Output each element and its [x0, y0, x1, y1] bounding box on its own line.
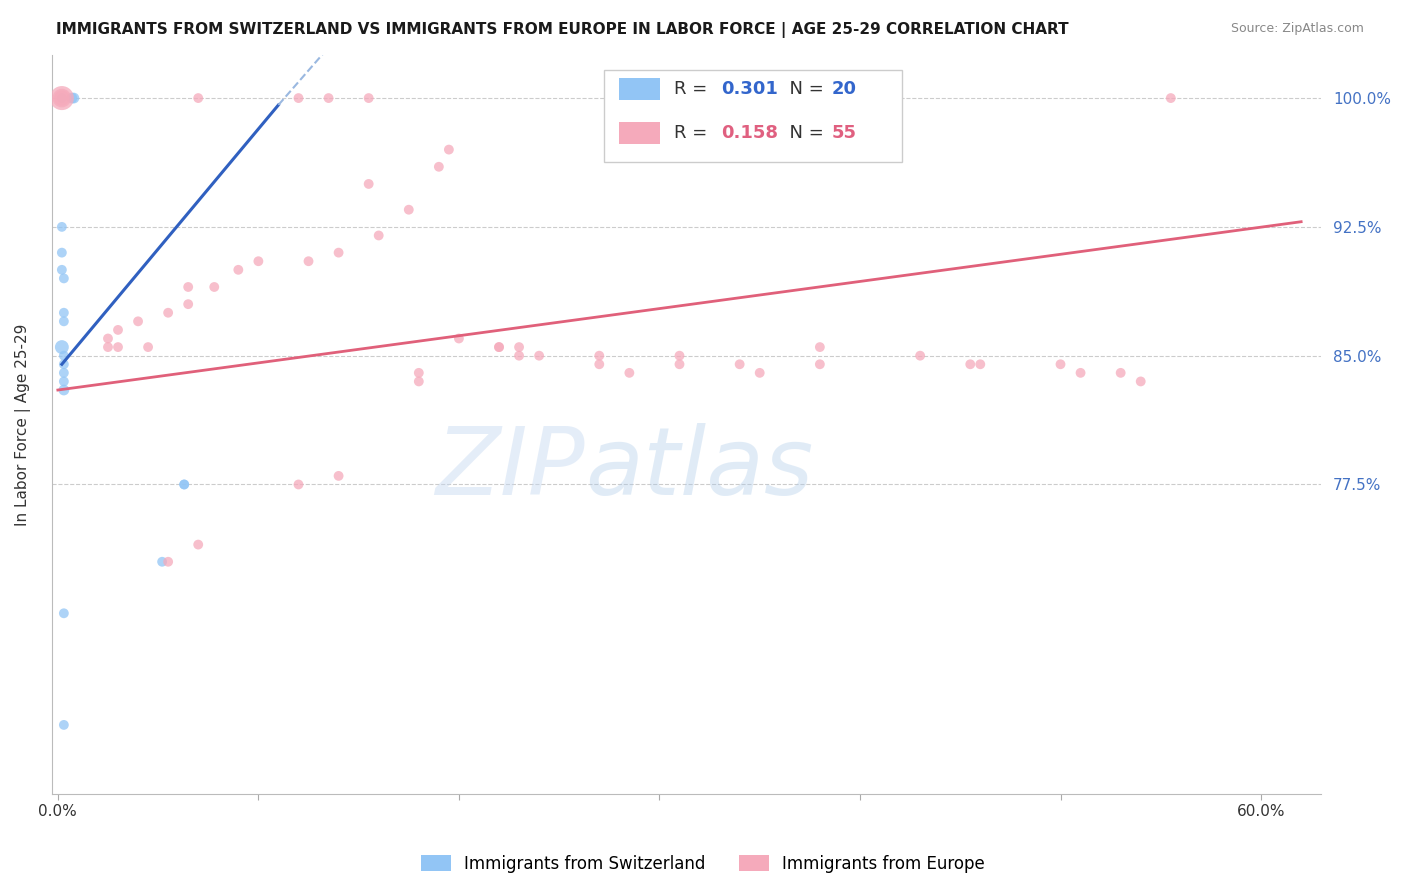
Text: IMMIGRANTS FROM SWITZERLAND VS IMMIGRANTS FROM EUROPE IN LABOR FORCE | AGE 25-29: IMMIGRANTS FROM SWITZERLAND VS IMMIGRANT… — [56, 22, 1069, 38]
Point — [52, 271, 75, 285]
Point — [908, 349, 931, 363]
Bar — [619, 78, 659, 100]
Text: 20: 20 — [831, 80, 856, 98]
Point — [107, 323, 129, 337]
Point — [150, 555, 173, 569]
Point — [508, 340, 530, 354]
Point — [668, 357, 690, 371]
Point — [959, 357, 981, 371]
Point — [297, 254, 319, 268]
Point — [52, 366, 75, 380]
Point — [808, 357, 831, 371]
Point — [1160, 91, 1182, 105]
Point — [408, 375, 430, 389]
Point — [488, 340, 510, 354]
Point — [668, 349, 690, 363]
Text: R =: R = — [673, 80, 713, 98]
Point — [367, 228, 389, 243]
Point — [127, 314, 149, 328]
Point — [1109, 366, 1132, 380]
Text: ZIP: ZIP — [436, 423, 585, 514]
Point — [52, 306, 75, 320]
Point — [52, 607, 75, 621]
Point — [228, 262, 250, 277]
Legend: Immigrants from Switzerland, Immigrants from Europe: Immigrants from Switzerland, Immigrants … — [415, 848, 991, 880]
Text: 55: 55 — [831, 124, 856, 143]
Point — [173, 477, 195, 491]
Text: Source: ZipAtlas.com: Source: ZipAtlas.com — [1230, 22, 1364, 36]
Point — [748, 366, 770, 380]
Point — [157, 306, 180, 320]
Point — [51, 91, 73, 105]
Point — [97, 331, 120, 345]
Point — [619, 366, 641, 380]
Point — [187, 538, 209, 552]
Point — [52, 718, 75, 732]
Text: 0.158: 0.158 — [721, 124, 778, 143]
Point — [357, 177, 380, 191]
Point — [173, 477, 195, 491]
Point — [508, 349, 530, 363]
Point — [447, 331, 470, 345]
Point — [969, 357, 991, 371]
Point — [51, 340, 73, 354]
Point — [177, 280, 200, 294]
Point — [808, 340, 831, 354]
Point — [52, 357, 75, 371]
Point — [408, 366, 430, 380]
Text: N =: N = — [778, 124, 830, 143]
Point — [51, 91, 73, 105]
Point — [318, 91, 340, 105]
Point — [51, 91, 73, 105]
Point — [136, 340, 159, 354]
Point — [328, 245, 350, 260]
Point — [357, 91, 380, 105]
Point — [187, 91, 209, 105]
Point — [60, 91, 83, 105]
Point — [427, 160, 450, 174]
Point — [1070, 366, 1092, 380]
Point — [728, 357, 751, 371]
Point — [398, 202, 420, 217]
Point — [1049, 357, 1071, 371]
Point — [51, 262, 73, 277]
Point — [157, 555, 180, 569]
Point — [202, 280, 225, 294]
Point — [247, 254, 270, 268]
Point — [1129, 375, 1152, 389]
Point — [51, 219, 73, 234]
Text: N =: N = — [778, 80, 830, 98]
FancyBboxPatch shape — [605, 70, 903, 162]
Point — [177, 297, 200, 311]
Text: R =: R = — [673, 124, 713, 143]
Point — [107, 340, 129, 354]
Point — [437, 143, 460, 157]
Point — [52, 349, 75, 363]
Point — [588, 349, 610, 363]
Point — [63, 91, 86, 105]
Point — [97, 340, 120, 354]
Point — [488, 340, 510, 354]
Y-axis label: In Labor Force | Age 25-29: In Labor Force | Age 25-29 — [15, 323, 31, 525]
Point — [52, 375, 75, 389]
Text: atlas: atlas — [585, 423, 813, 514]
Point — [328, 469, 350, 483]
Point — [51, 91, 73, 105]
Text: 0.301: 0.301 — [721, 80, 778, 98]
Point — [287, 477, 309, 491]
Point — [52, 383, 75, 397]
Point — [527, 349, 550, 363]
Point — [588, 357, 610, 371]
Point — [51, 245, 73, 260]
Point — [52, 314, 75, 328]
Bar — [619, 122, 659, 145]
Point — [287, 91, 309, 105]
